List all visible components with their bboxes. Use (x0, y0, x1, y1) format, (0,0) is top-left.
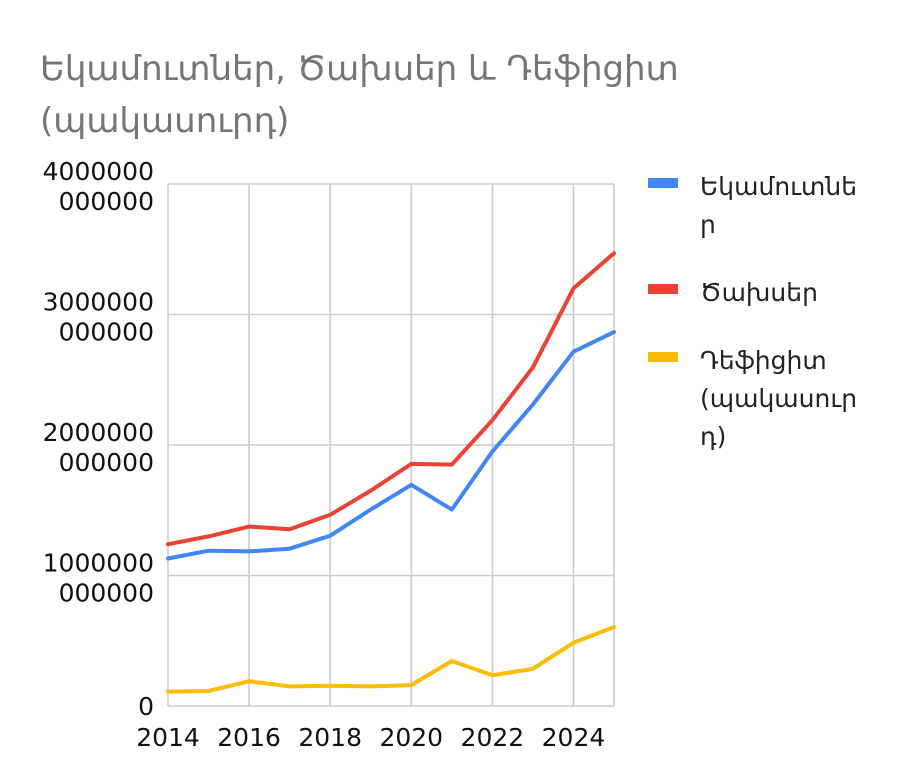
chart-title: Եկամուտներ, Ծախսեր և Դեֆիցիտ (պակասուրդ) (40, 49, 679, 141)
y-tick-label: 4000000 000000 (43, 157, 154, 216)
legend-swatch (648, 284, 678, 294)
y-tick-label: 2000000 000000 (43, 418, 154, 477)
gridlines (167, 183, 615, 707)
y-tick-label: 3000000 000000 (43, 288, 154, 347)
x-axis-tick-labels: 2014 2016 2018 2020 2022 2024 (136, 723, 605, 752)
legend-label: Եկամուտնե ր (700, 172, 857, 239)
x-tick-label: 2016 (217, 723, 281, 752)
series-line (166, 625, 616, 694)
legend-label: Ծախսեր (700, 278, 818, 307)
x-tick-label: 2014 (136, 723, 200, 752)
chart-title-line: (պակասուրդ) (40, 101, 289, 141)
legend-label: Դեֆիցիտ (պակասուր դ) (700, 346, 857, 451)
legend-swatch (648, 178, 678, 188)
series-lines (166, 251, 616, 694)
legend: Եկամուտնե ր Ծախսեր Դեֆիցիտ (պակասուր դ) (648, 172, 857, 451)
y-axis-tick-labels: 0 1000000 000000 2000000 000000 3000000 000000… (43, 157, 154, 721)
legend-swatch (648, 352, 678, 362)
series-line (166, 251, 616, 547)
x-tick-label: 2018 (298, 723, 362, 752)
x-tick-label: 2022 (461, 723, 525, 752)
x-tick-label: 2020 (379, 723, 443, 752)
series-line (166, 330, 616, 561)
chart-title-line: Եկամուտներ, Ծախսեր և Դեֆիցիտ (40, 49, 679, 89)
y-tick-label: 1000000 000000 (43, 549, 154, 608)
x-tick-label: 2024 (542, 723, 606, 752)
y-tick-label: 0 (138, 692, 154, 721)
